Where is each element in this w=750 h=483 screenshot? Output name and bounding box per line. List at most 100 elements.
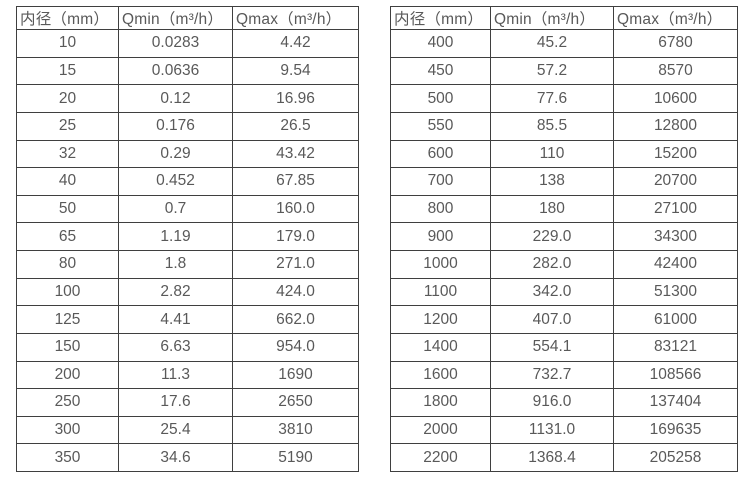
table-cell: 77.6 bbox=[490, 84, 614, 113]
table-cell: 342.0 bbox=[490, 277, 614, 307]
table-row: 250 17.6 2650 bbox=[16, 388, 359, 417]
flow-table-large-diameters: 内径（mm） Qmin（m³/h） Qmax（m³/h） 400 45.2 6780 450… bbox=[390, 6, 738, 472]
table-cell: 250 bbox=[16, 388, 119, 417]
table-cell: 67.85 bbox=[232, 167, 359, 196]
table-cell: 954.0 bbox=[232, 332, 359, 362]
table-cell: 108566 bbox=[613, 360, 738, 390]
table-cell: 50 bbox=[16, 194, 119, 224]
header-row: 内径（mm） Qmin（m³/h） Qmax（m³/h） bbox=[390, 6, 738, 30]
table-cell: 2650 bbox=[232, 388, 359, 417]
table-cell: 271.0 bbox=[232, 250, 359, 279]
table-cell: 85.5 bbox=[490, 111, 614, 141]
table-cell: 5190 bbox=[232, 443, 359, 472]
table-row: 1800 916.0 137404 bbox=[390, 388, 738, 417]
table-row: 1400 554.1 83121 bbox=[390, 332, 738, 362]
table-row: 300 25.4 3810 bbox=[16, 415, 359, 445]
table-cell: 300 bbox=[16, 415, 119, 445]
table-cell: 83121 bbox=[613, 332, 738, 362]
table-cell: 600 bbox=[390, 139, 491, 169]
table-cell: 32 bbox=[16, 139, 119, 169]
column-header: Qmin（m³/h） bbox=[490, 6, 614, 30]
flow-table-small-diameters: 内径（mm） Qmin（m³/h） Qmax（m³/h） 10 0.0283 4.42 15… bbox=[16, 6, 359, 472]
table-cell: 16.96 bbox=[232, 84, 359, 113]
table-cell: 0.176 bbox=[118, 111, 233, 141]
table-cell: 1600 bbox=[390, 360, 491, 390]
table-cell: 1.8 bbox=[118, 250, 233, 279]
table-cell: 34300 bbox=[613, 222, 738, 251]
table-cell: 20 bbox=[16, 84, 119, 113]
table-cell: 11.3 bbox=[118, 360, 233, 390]
table-row: 65 1.19 179.0 bbox=[16, 222, 359, 251]
table-row: 800 180 27100 bbox=[390, 194, 738, 224]
table-cell: 125 bbox=[16, 305, 119, 334]
table-cell: 45.2 bbox=[490, 29, 614, 58]
table-row: 400 45.2 6780 bbox=[390, 29, 738, 58]
table-cell: 1368.4 bbox=[490, 443, 614, 472]
table-cell: 27100 bbox=[613, 194, 738, 224]
table-cell: 25 bbox=[16, 111, 119, 141]
table-cell: 20700 bbox=[613, 167, 738, 196]
table-cell: 150 bbox=[16, 332, 119, 362]
table-row: 1100 342.0 51300 bbox=[390, 277, 738, 307]
table-row: 50 0.7 160.0 bbox=[16, 194, 359, 224]
table-cell: 1.19 bbox=[118, 222, 233, 251]
table-cell: 9.54 bbox=[232, 56, 359, 86]
table-cell: 179.0 bbox=[232, 222, 359, 251]
table-cell: 1200 bbox=[390, 305, 491, 334]
table-cell: 2.82 bbox=[118, 277, 233, 307]
column-header: 内径（mm） bbox=[390, 6, 491, 30]
table-cell: 900 bbox=[390, 222, 491, 251]
table-cell: 282.0 bbox=[490, 250, 614, 279]
table-cell: 1000 bbox=[390, 250, 491, 279]
table-cell: 34.6 bbox=[118, 443, 233, 472]
column-header: Qmax（m³/h） bbox=[232, 6, 359, 30]
table-cell: 180 bbox=[490, 194, 614, 224]
table-row: 25 0.176 26.5 bbox=[16, 111, 359, 141]
table-cell: 1400 bbox=[390, 332, 491, 362]
table-row: 700 138 20700 bbox=[390, 167, 738, 196]
table-cell: 8570 bbox=[613, 56, 738, 86]
table-row: 2000 1131.0 169635 bbox=[390, 415, 738, 445]
table-cell: 65 bbox=[16, 222, 119, 251]
table-cell: 160.0 bbox=[232, 194, 359, 224]
table-row: 32 0.29 43.42 bbox=[16, 139, 359, 169]
table-cell: 42400 bbox=[613, 250, 738, 279]
table-cell: 1690 bbox=[232, 360, 359, 390]
table-cell: 0.29 bbox=[118, 139, 233, 169]
table-cell: 550 bbox=[390, 111, 491, 141]
table-cell: 229.0 bbox=[490, 222, 614, 251]
table-cell: 57.2 bbox=[490, 56, 614, 86]
table-row: 100 2.82 424.0 bbox=[16, 277, 359, 307]
table-cell: 916.0 bbox=[490, 388, 614, 417]
table-row: 1200 407.0 61000 bbox=[390, 305, 738, 334]
column-header: Qmax（m³/h） bbox=[613, 6, 738, 30]
table-cell: 662.0 bbox=[232, 305, 359, 334]
table-cell: 51300 bbox=[613, 277, 738, 307]
table-cell: 500 bbox=[390, 84, 491, 113]
table-cell: 6.63 bbox=[118, 332, 233, 362]
table-row: 150 6.63 954.0 bbox=[16, 332, 359, 362]
table-row: 10 0.0283 4.42 bbox=[16, 29, 359, 58]
table-row: 1600 732.7 108566 bbox=[390, 360, 738, 390]
header-row: 内径（mm） Qmin（m³/h） Qmax（m³/h） bbox=[16, 6, 359, 30]
table-row: 20 0.12 16.96 bbox=[16, 84, 359, 113]
column-header: 内径（mm） bbox=[16, 6, 119, 30]
table-cell: 40 bbox=[16, 167, 119, 196]
table-row: 80 1.8 271.0 bbox=[16, 250, 359, 279]
table-row: 350 34.6 5190 bbox=[16, 443, 359, 472]
table-row: 2200 1368.4 205258 bbox=[390, 443, 738, 472]
table-cell: 732.7 bbox=[490, 360, 614, 390]
table-cell: 110 bbox=[490, 139, 614, 169]
table-row: 550 85.5 12800 bbox=[390, 111, 738, 141]
table-cell: 1131.0 bbox=[490, 415, 614, 445]
table-cell: 137404 bbox=[613, 388, 738, 417]
table-cell: 700 bbox=[390, 167, 491, 196]
table-row: 40 0.452 67.85 bbox=[16, 167, 359, 196]
table-cell: 4.41 bbox=[118, 305, 233, 334]
table-cell: 200 bbox=[16, 360, 119, 390]
table-row: 125 4.41 662.0 bbox=[16, 305, 359, 334]
table-cell: 100 bbox=[16, 277, 119, 307]
table-cell: 1800 bbox=[390, 388, 491, 417]
table-cell: 15 bbox=[16, 56, 119, 86]
